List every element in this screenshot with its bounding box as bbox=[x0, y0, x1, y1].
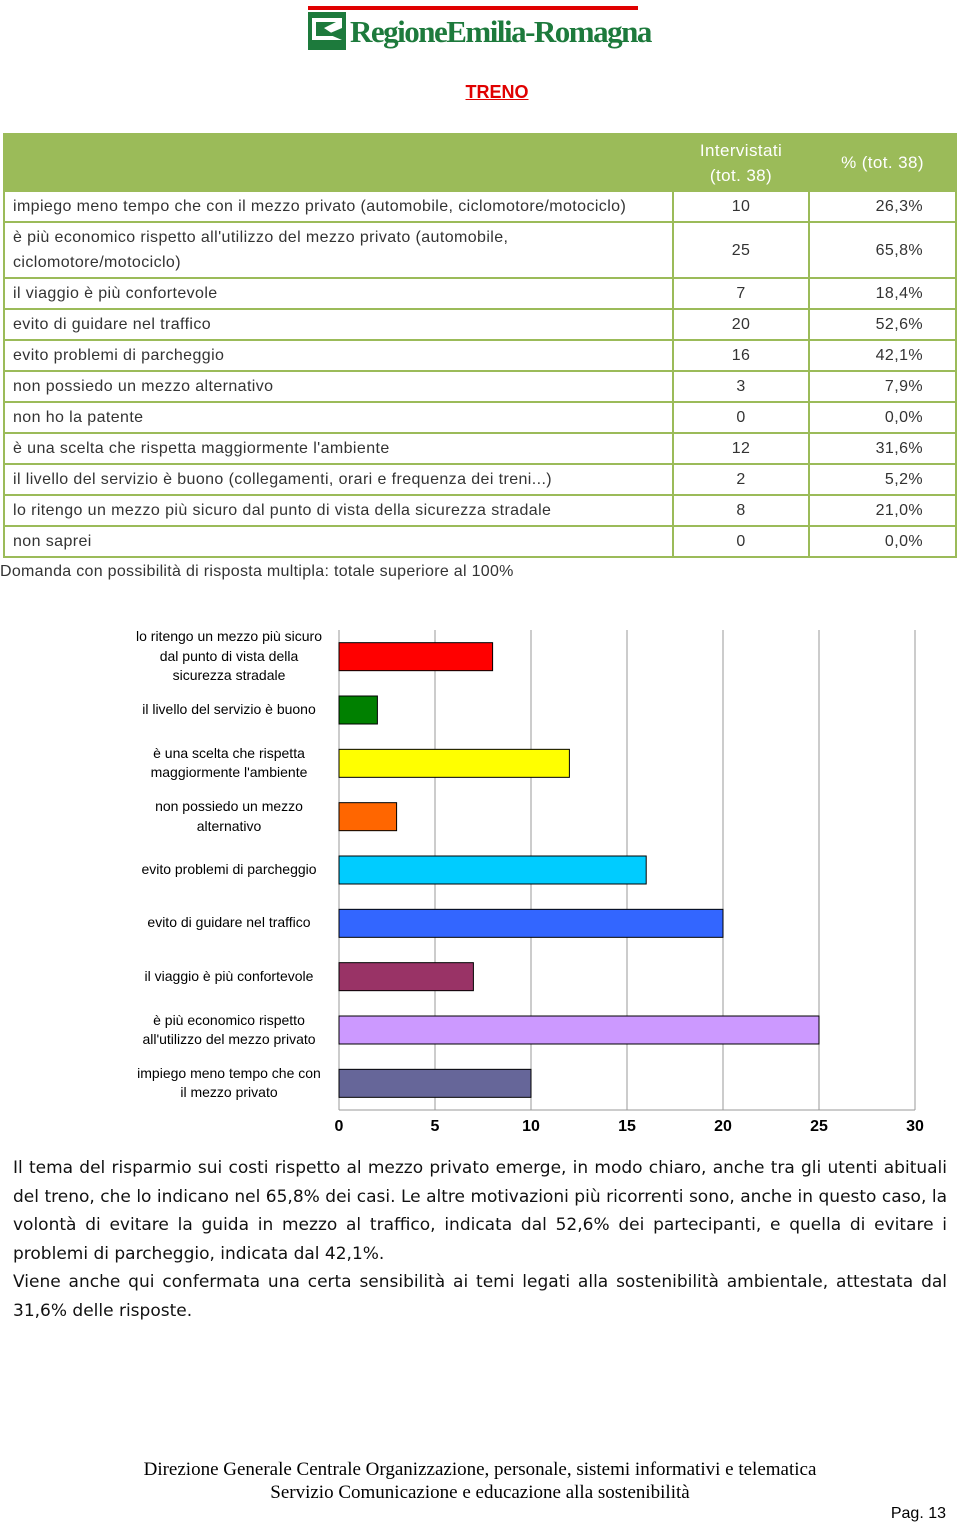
bar bbox=[338, 962, 474, 992]
row-count: 25 bbox=[672, 221, 810, 279]
table-row: evito di guidare nel traffico 20 52,6% bbox=[3, 308, 957, 341]
row-percent: 65,8% bbox=[808, 221, 957, 279]
table-row: non saprei 0 0,0% bbox=[3, 525, 957, 558]
category-label: è una scelta che rispetta maggiormente l… bbox=[150, 744, 308, 781]
header-cell: % (tot. 38) bbox=[808, 133, 957, 192]
row-percent: 0,0% bbox=[808, 401, 957, 434]
category-label: il livello del servizio è buono bbox=[142, 701, 316, 717]
row-count: 10 bbox=[672, 190, 810, 223]
row-count: 0 bbox=[672, 525, 810, 558]
paragraph: Viene anche qui confermata una certa sen… bbox=[13, 1272, 947, 1321]
table-row: il viaggio è più confortevole 7 18,4% bbox=[3, 277, 957, 310]
x-tick-label: 30 bbox=[906, 1118, 924, 1135]
table-row: evito problemi di parcheggio 16 42,1% bbox=[3, 339, 957, 372]
row-percent: 5,2% bbox=[808, 463, 957, 496]
page-number: Pag. 13 bbox=[890, 1505, 946, 1522]
bar bbox=[338, 748, 570, 778]
section-title: TRENO bbox=[465, 82, 529, 102]
category-label: impiego meno tempo che con il mezzo priv… bbox=[137, 1064, 321, 1101]
x-tick-label: 10 bbox=[522, 1118, 540, 1135]
header-row: Intervistati (tot. 38)% (tot. 38) bbox=[3, 133, 957, 192]
table-row: lo ritengo un mezzo più sicuro dal punto… bbox=[3, 494, 957, 527]
bar bbox=[338, 908, 724, 938]
bar bbox=[338, 642, 494, 672]
category-label: lo ritengo un mezzo più sicuro dal punto… bbox=[136, 628, 322, 684]
category-label: evito di guidare nel traffico bbox=[147, 914, 311, 931]
row-label: non possiedo un mezzo alternativo bbox=[3, 370, 674, 403]
row-label: il livello del servizio è buono (collega… bbox=[3, 463, 674, 496]
table-row: non possiedo un mezzo alternativo 3 7,9% bbox=[3, 370, 957, 403]
results-table: Intervistati (tot. 38)% (tot. 38) impiego… bbox=[3, 133, 957, 558]
x-tick-label: 0 bbox=[334, 1118, 344, 1135]
x-tick-label: 15 bbox=[618, 1118, 636, 1135]
table-row: impiego meno tempo che con il mezzo priv… bbox=[3, 190, 957, 223]
row-label: evito di guidare nel traffico bbox=[3, 308, 674, 341]
row-percent: 52,6% bbox=[808, 308, 957, 341]
row-percent: 7,9% bbox=[808, 370, 957, 403]
row-count: 0 bbox=[672, 401, 810, 434]
row-count: 3 bbox=[672, 370, 810, 403]
row-label: il viaggio è più confortevole bbox=[3, 277, 674, 310]
table-row: è una scelta che rispetta maggiormente l… bbox=[3, 432, 957, 465]
row-label: impiego meno tempo che con il mezzo priv… bbox=[3, 190, 674, 223]
header-cell bbox=[3, 133, 674, 192]
row-label: è una scelta che rispetta maggiormente l… bbox=[3, 432, 674, 465]
row-label: è più economico rispetto all'utilizzo de… bbox=[3, 221, 674, 279]
x-tick-label: 5 bbox=[430, 1118, 440, 1135]
footer: Direzione Generale Centrale Organizzazio… bbox=[0, 1458, 960, 1504]
footer-line: Direzione Generale Centrale Organizzazio… bbox=[143, 1459, 817, 1480]
category-label: evito problemi di parcheggio bbox=[141, 861, 317, 877]
bar bbox=[338, 855, 647, 885]
paragraph: Il tema del risparmio sui costi rispetto… bbox=[13, 1158, 947, 1264]
footer-line: Servizio Comunicazione e educazione alla… bbox=[270, 1482, 690, 1503]
row-count: 12 bbox=[672, 432, 810, 465]
x-tick-label: 25 bbox=[810, 1118, 828, 1135]
table-row: è più economico rispetto all'utilizzo de… bbox=[3, 221, 957, 279]
bar bbox=[338, 1015, 820, 1045]
category-label: il viaggio è più confortevole bbox=[144, 967, 314, 984]
row-count: 8 bbox=[672, 494, 810, 527]
category-label: è più economico rispetto all'utilizzo de… bbox=[142, 1011, 316, 1048]
logo-mark bbox=[308, 6, 638, 50]
row-label: non saprei bbox=[3, 525, 674, 558]
body-text: Il tema del risparmio sui costi rispetto… bbox=[13, 1154, 947, 1325]
bar bbox=[338, 695, 378, 725]
header-cell: Intervistati (tot. 38) bbox=[672, 133, 810, 192]
x-tick-label: 20 bbox=[714, 1118, 732, 1135]
bar bbox=[338, 1068, 532, 1098]
row-percent: 21,0% bbox=[808, 494, 957, 527]
row-percent: 42,1% bbox=[808, 339, 957, 372]
category-label: non possiedo un mezzo alternativo bbox=[155, 798, 303, 834]
bar bbox=[338, 802, 398, 832]
row-label: non ho la patente bbox=[3, 401, 674, 434]
row-percent: 26,3% bbox=[808, 190, 957, 223]
row-count: 2 bbox=[672, 463, 810, 496]
row-label: lo ritengo un mezzo più sicuro dal punto… bbox=[3, 494, 674, 527]
row-count: 7 bbox=[672, 277, 810, 310]
row-label: evito problemi di parcheggio bbox=[3, 339, 674, 372]
table-row: il livello del servizio è buono (collega… bbox=[3, 463, 957, 496]
row-percent: 18,4% bbox=[808, 277, 957, 310]
row-count: 20 bbox=[672, 308, 810, 341]
row-percent: 0,0% bbox=[808, 525, 957, 558]
row-percent: 31,6% bbox=[808, 432, 957, 465]
logo-text: RegioneEmilia-Romagna bbox=[350, 14, 652, 49]
table-note: Domanda con possibilità di risposta mult… bbox=[0, 563, 514, 580]
row-count: 16 bbox=[672, 339, 810, 372]
table-row: non ho la patente 0 0,0% bbox=[3, 401, 957, 434]
